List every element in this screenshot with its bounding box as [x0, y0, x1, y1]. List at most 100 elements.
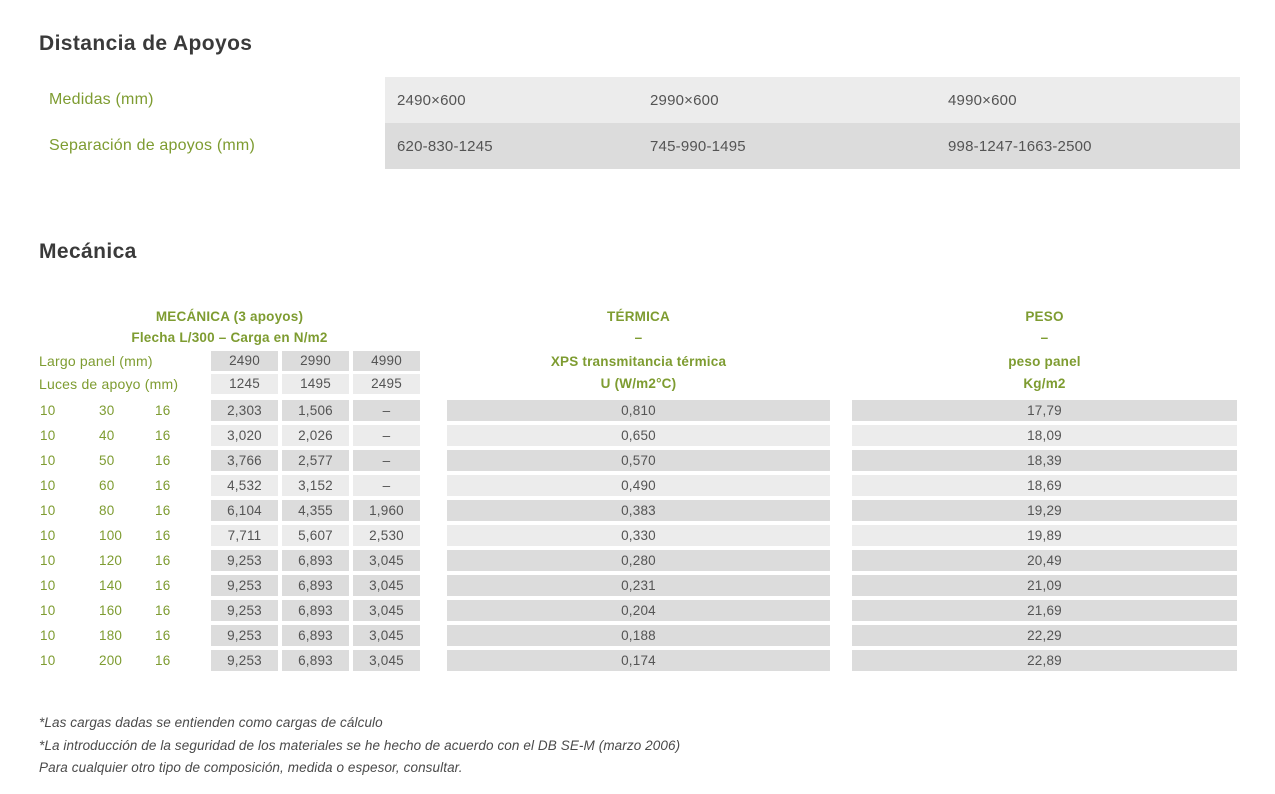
thermal-header-dash: – — [634, 330, 643, 345]
layer-thickness-3: 16 — [155, 453, 171, 468]
row-label: Medidas (mm) — [49, 91, 154, 108]
panel-weight-value: 19,29 — [852, 500, 1237, 521]
load-panel-4990: 3,045 — [353, 600, 420, 621]
mechanical-load-values: 9,253 6,893 3,045 — [211, 625, 420, 646]
layer-thickness-2: 30 — [99, 403, 115, 418]
mechanical-load-values: 2,303 1,506 – — [211, 400, 420, 421]
load-panel-2490: 9,253 — [211, 550, 278, 571]
value-size-2490: 2490×600 — [397, 91, 466, 109]
mechanical-load-values: 9,253 6,893 3,045 — [211, 650, 420, 671]
mechanical-load-values: 9,253 6,893 3,045 — [211, 550, 420, 571]
panel-weight-value: 22,29 — [852, 625, 1237, 646]
layer-thickness-1: 10 — [40, 578, 56, 593]
panel-composition: 10 100 16 — [39, 525, 211, 546]
support-span-1245: 1245 — [211, 374, 278, 394]
load-panel-2490: 3,766 — [211, 450, 278, 471]
row-spacer — [420, 600, 447, 621]
panel-weight-value: 21,69 — [852, 600, 1237, 621]
load-panel-4990: 2,530 — [353, 525, 420, 546]
load-panel-2990: 6,893 — [282, 625, 349, 646]
layer-thickness-1: 10 — [40, 403, 56, 418]
row-spacer — [420, 575, 447, 596]
mechanical-load-values: 9,253 6,893 3,045 — [211, 600, 420, 621]
layer-thickness-2: 100 — [99, 528, 123, 543]
supports-table: Medidas (mm) 2490×600 2990×600 4990×600 … — [39, 77, 1240, 169]
row-spacer — [420, 525, 447, 546]
table-row: 10 50 16 3,766 2,577 – 0,570 18,39 — [39, 450, 1237, 471]
layer-thickness-1: 10 — [40, 478, 56, 493]
thermal-transmittance-value: 0,231 — [447, 575, 830, 596]
table-row: 10 200 16 9,253 6,893 3,045 0,174 22,89 — [39, 650, 1237, 671]
load-panel-2990: 1,506 — [282, 400, 349, 421]
header-group-thermal: TÉRMICA – XPS transmitancia térmica U (W… — [447, 306, 830, 394]
row-spacer — [830, 450, 852, 471]
load-panel-2990: 6,893 — [282, 650, 349, 671]
mechanics-table-header: MECÁNICA (3 apoyos) Flecha L/300 – Carga… — [39, 306, 1237, 394]
layer-thickness-2: 40 — [99, 428, 115, 443]
thermal-transmittance-value: 0,174 — [447, 650, 830, 671]
row-values: 620-830-1245 745-990-1495 998-1247-1663-… — [385, 123, 1240, 169]
panel-composition: 10 120 16 — [39, 550, 211, 571]
mechanics-table-rows: 10 30 16 2,303 1,506 – 0,810 17,79 10 40… — [39, 400, 1237, 671]
layer-thickness-1: 10 — [40, 603, 56, 618]
load-panel-2490: 3,020 — [211, 425, 278, 446]
load-panel-4990: – — [353, 400, 420, 421]
mechanical-load-values: 3,020 2,026 – — [211, 425, 420, 446]
support-span-values: 1245 1495 2495 — [211, 374, 420, 394]
thermal-transmittance-value: 0,330 — [447, 525, 830, 546]
layer-thickness-1: 10 — [40, 503, 56, 518]
thermal-transmittance-value: 0,490 — [447, 475, 830, 496]
footnote-text: *La introducción de la seguridad de los … — [39, 737, 681, 753]
supports-section-title: Distancia de Apoyos — [39, 32, 253, 55]
layer-thickness-3: 16 — [155, 603, 171, 618]
weight-header-subtitle: peso panel — [1008, 354, 1081, 369]
panel-weight-value: 18,09 — [852, 425, 1237, 446]
layer-thickness-1: 10 — [40, 653, 56, 668]
thermal-transmittance-value: 0,383 — [447, 500, 830, 521]
layer-thickness-3: 16 — [155, 528, 171, 543]
layer-thickness-3: 16 — [155, 628, 171, 643]
panel-weight-value: 20,49 — [852, 550, 1237, 571]
layer-thickness-1: 10 — [40, 453, 56, 468]
table-row: 10 60 16 4,532 3,152 – 0,490 18,69 — [39, 475, 1237, 496]
mechanical-load-values: 3,766 2,577 – — [211, 450, 420, 471]
row-spacer — [830, 550, 852, 571]
row-spacer — [830, 400, 852, 421]
panel-length-values: 2490 2990 4990 — [211, 351, 420, 371]
value-size-2990: 745-990-1495 — [650, 137, 746, 155]
layer-thickness-2: 140 — [99, 578, 123, 593]
weight-header-dash: – — [1040, 330, 1049, 345]
panel-weight-value: 21,09 — [852, 575, 1237, 596]
load-panel-2990: 6,893 — [282, 550, 349, 571]
row-spacer — [420, 625, 447, 646]
panel-composition: 10 80 16 — [39, 500, 211, 521]
load-panel-2490: 7,711 — [211, 525, 278, 546]
load-panel-2990: 4,355 — [282, 500, 349, 521]
row-spacer — [420, 450, 447, 471]
load-panel-4990: – — [353, 425, 420, 446]
layer-thickness-3: 16 — [155, 553, 171, 568]
mechanical-load-values: 9,253 6,893 3,045 — [211, 575, 420, 596]
table-row: 10 180 16 9,253 6,893 3,045 0,188 22,29 — [39, 625, 1237, 646]
header-group-weight: PESO – peso panel Kg/m2 — [852, 306, 1237, 394]
footnote-text: *Las cargas dadas se entienden como carg… — [39, 715, 383, 730]
load-panel-2990: 6,893 — [282, 575, 349, 596]
header-spacer — [420, 306, 447, 394]
layer-thickness-2: 80 — [99, 503, 115, 518]
load-panel-2990: 6,893 — [282, 600, 349, 621]
support-span-label: Luces de apoyo (mm) — [39, 376, 179, 392]
layer-thickness-2: 160 — [99, 603, 123, 618]
value-size-2990: 2990×600 — [650, 91, 719, 109]
row-values: 2490×600 2990×600 4990×600 — [385, 77, 1240, 123]
thermal-transmittance-value: 0,188 — [447, 625, 830, 646]
table-row: 10 30 16 2,303 1,506 – 0,810 17,79 — [39, 400, 1237, 421]
panel-weight-value: 17,79 — [852, 400, 1237, 421]
panel-composition: 10 60 16 — [39, 475, 211, 496]
panel-weight-value: 18,69 — [852, 475, 1237, 496]
mechanical-header-subtitle: Flecha L/300 – Carga en N/m2 — [131, 330, 328, 345]
footnote-text: Para cualquier otro tipo de composición,… — [39, 760, 463, 775]
load-panel-2990: 2,577 — [282, 450, 349, 471]
layer-thickness-2: 120 — [99, 553, 123, 568]
layer-thickness-2: 200 — [99, 653, 123, 668]
panel-composition: 10 30 16 — [39, 400, 211, 421]
